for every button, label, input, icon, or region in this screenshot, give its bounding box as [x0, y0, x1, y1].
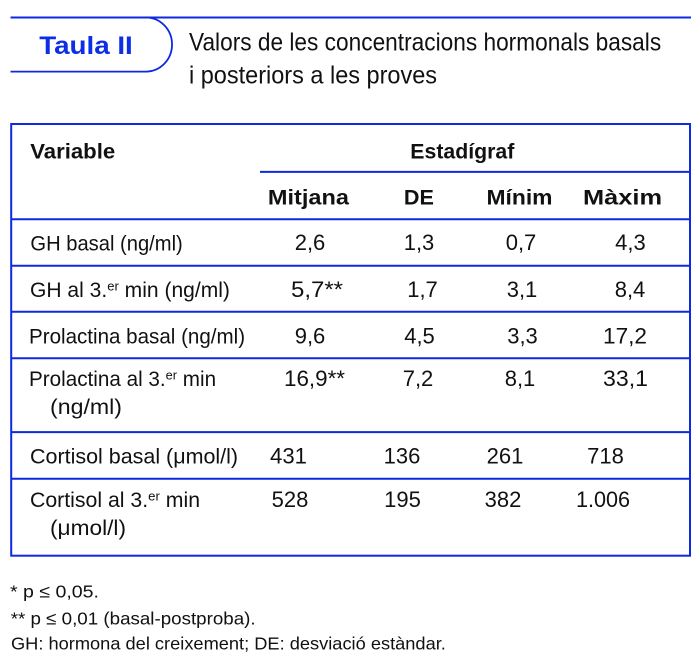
svg-text:8,4: 8,4 — [615, 277, 646, 302]
svg-text:261: 261 — [487, 444, 524, 469]
svg-text:Mínim: Mínim — [487, 185, 553, 209]
svg-text:16,9**: 16,9** — [284, 366, 345, 391]
svg-text:195: 195 — [384, 487, 421, 512]
svg-text:4,3: 4,3 — [615, 230, 646, 255]
svg-text:Màxim: Màxim — [583, 186, 662, 209]
svg-text:Mitjana: Mitjana — [268, 186, 350, 210]
svg-text:0,7: 0,7 — [506, 230, 537, 255]
svg-text:DE: DE — [404, 186, 434, 210]
svg-text:i posteriors a les proves: i posteriors a les proves — [189, 62, 437, 90]
svg-text:431: 431 — [270, 444, 307, 469]
svg-text:GH basal (ng/ml): GH basal (ng/ml) — [30, 232, 182, 255]
svg-text:Estadígraf: Estadígraf — [410, 141, 515, 164]
svg-text:382: 382 — [485, 487, 522, 512]
svg-text:3,3: 3,3 — [507, 324, 538, 349]
svg-text:Variable: Variable — [30, 139, 115, 163]
svg-text:(ng/ml): (ng/ml) — [50, 395, 122, 419]
svg-text:528: 528 — [272, 487, 309, 512]
svg-text:* p ≤ 0,05.: * p ≤ 0,05. — [10, 581, 99, 601]
svg-text:1,3: 1,3 — [404, 230, 435, 255]
svg-text:GH al 3.er min (ng/ml): GH al 3.er min (ng/ml) — [30, 279, 230, 302]
svg-text:Cortisol al 3.er min: Cortisol al 3.er min — [30, 489, 200, 512]
svg-text:1.006: 1.006 — [576, 487, 630, 512]
svg-text:3,1: 3,1 — [507, 277, 538, 302]
svg-text:Prolactina al 3.er min: Prolactina al 3.er min — [29, 368, 216, 391]
svg-text:33,1: 33,1 — [603, 367, 648, 391]
svg-text:(μmol/l): (μmol/l) — [50, 516, 126, 540]
svg-text:Taula II: Taula II — [39, 31, 133, 59]
svg-text:17,2: 17,2 — [603, 324, 647, 349]
svg-text:718: 718 — [587, 444, 624, 469]
svg-text:1,7: 1,7 — [407, 277, 438, 302]
svg-text:5,7**: 5,7** — [291, 277, 343, 302]
svg-text:136: 136 — [384, 444, 421, 469]
svg-text:** p ≤ 0,01 (basal-postproba).: ** p ≤ 0,01 (basal-postproba). — [11, 608, 256, 629]
svg-text:Valors de les concentracions h: Valors de les concentracions hormonals b… — [189, 29, 661, 57]
svg-text:GH: hormona del creixement; DE: GH: hormona del creixement; DE: desviaci… — [11, 634, 446, 654]
svg-text:8,1: 8,1 — [505, 366, 536, 391]
svg-text:7,2: 7,2 — [403, 366, 434, 391]
svg-text:4,5: 4,5 — [404, 324, 435, 349]
svg-text:Prolactina basal (ng/ml): Prolactina basal (ng/ml) — [29, 325, 245, 348]
svg-text:9,6: 9,6 — [295, 324, 326, 349]
svg-text:Cortisol basal (μmol/l): Cortisol basal (μmol/l) — [30, 445, 238, 469]
svg-text:2,6: 2,6 — [295, 230, 326, 255]
